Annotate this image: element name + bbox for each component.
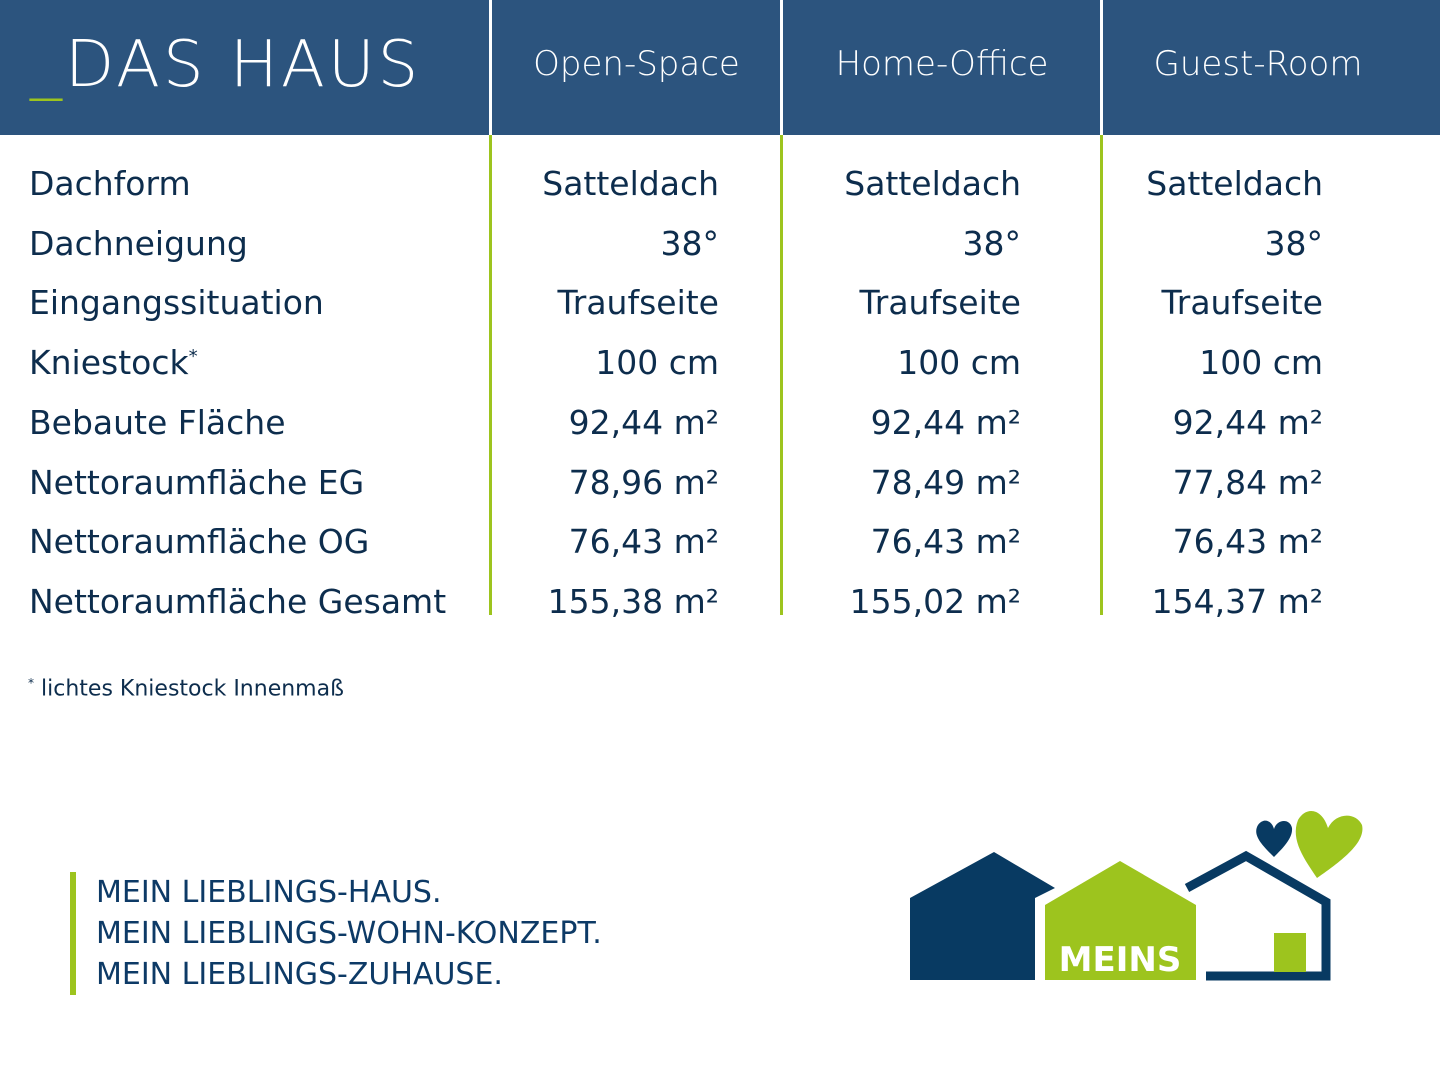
footnote-text: lichtes Kniestock Innenmaß — [34, 676, 344, 702]
row-label-text: Nettoraumfläche EG — [29, 462, 365, 502]
row-value: 76,43 m² — [568, 522, 719, 562]
column-divider — [489, 0, 492, 135]
row-label-text: Kniestock — [29, 343, 189, 383]
row-value: Traufseite — [859, 283, 1021, 323]
row-value: 78,49 m² — [870, 462, 1021, 502]
title-underscore: _ — [30, 28, 65, 102]
column-divider-green — [780, 135, 783, 615]
row-value: 155,38 m² — [547, 581, 719, 621]
row-label-text: Nettoraumfläche OG — [29, 522, 370, 562]
column-divider — [780, 0, 783, 135]
table-row: Bebaute Fläche 92,44 m² 92,44 m² 92,44 m² — [0, 403, 1440, 463]
row-value: 78,96 m² — [568, 462, 719, 502]
door-icon — [1274, 933, 1306, 972]
row-label-text: Dachform — [29, 164, 191, 203]
row-label: Kniestock* — [29, 343, 198, 382]
row-label-text: Eingangssituation — [29, 283, 324, 323]
row-value: 100 cm — [897, 343, 1021, 383]
table-row: Nettoraumfläche EG 78,96 m² 78,49 m² 77,84 … — [0, 463, 1440, 523]
row-value: 77,84 m² — [1172, 462, 1323, 502]
slogan: MEIN LIEBLINGS-HAUS. MEIN LIEBLINGS-WOHN… — [70, 872, 602, 995]
row-label: Nettoraumfläche Gesamt — [29, 582, 446, 621]
row-value: 155,02 m² — [849, 581, 1021, 621]
footnote-mark: * — [28, 676, 35, 690]
row-value: Traufseite — [1161, 283, 1323, 323]
row-value: Satteldach — [844, 164, 1021, 203]
row-label: Nettoraumfläche EG — [29, 463, 364, 502]
row-label: Dachneigung — [29, 224, 248, 263]
slogan-line: MEIN LIEBLINGS-WOHN-KONZEPT. — [96, 916, 602, 951]
table-row: Eingangssituation Traufseite Traufseite Tra… — [0, 283, 1440, 343]
row-label: Eingangssituation — [29, 283, 324, 322]
column-header-home-office: Home-Office — [835, 44, 1049, 84]
table-row: Nettoraumfläche OG 76,43 m² 76,43 m² 76,43 … — [0, 522, 1440, 582]
row-value: 100 cm — [1199, 343, 1323, 383]
row-value: 92,44 m² — [1172, 402, 1323, 442]
table-row: Nettoraumfläche Gesamt 155,38 m² 155,02 m²… — [0, 582, 1440, 642]
row-value: 76,43 m² — [1172, 522, 1323, 562]
row-value: Satteldach — [1146, 164, 1323, 203]
row-label-text: Dachneigung — [29, 223, 248, 263]
column-divider-green — [489, 135, 492, 615]
row-label: Dachform — [29, 164, 191, 203]
footnote: * lichtes Kniestock Innenmaß — [28, 676, 344, 701]
slogan-line: MEIN LIEBLINGS-ZUHAUSE. — [96, 957, 503, 992]
row-value: 38° — [962, 223, 1022, 263]
row-value: Traufseite — [557, 283, 719, 323]
row-value: 76,43 m² — [870, 522, 1021, 562]
slogan-line: MEIN LIEBLINGS-HAUS. — [96, 875, 442, 910]
table-row: Dachneigung 38° 38° 38° — [0, 224, 1440, 284]
table-row: Kniestock* 100 cm 100 cm 100 cm — [0, 343, 1440, 403]
dark-house-icon — [910, 852, 1055, 980]
row-value: 92,44 m² — [568, 402, 719, 442]
row-label: Bebaute Fläche — [29, 403, 286, 442]
green-house-icon — [1045, 861, 1196, 980]
row-value: 38° — [660, 223, 720, 263]
column-divider — [1100, 0, 1103, 135]
header-bar: _DAS HAUS Open-Space Home-Office Guest-R… — [0, 0, 1440, 135]
row-value: 100 cm — [595, 343, 719, 383]
table-row: Dachform Satteldach Satteldach Satteldach — [0, 164, 1440, 224]
row-value: 38° — [1264, 223, 1324, 263]
row-label: Nettoraumfläche OG — [29, 522, 369, 561]
footnote-marker: * — [188, 346, 198, 368]
outline-house-icon — [1184, 850, 1331, 981]
heart-icon-small — [1256, 820, 1293, 857]
row-value: Satteldach — [542, 164, 719, 203]
row-label-text: Nettoraumfläche Gesamt — [29, 581, 447, 621]
logo-text: MEINS — [1059, 940, 1182, 980]
page-title: _DAS HAUS — [30, 28, 421, 102]
column-divider-green — [1100, 135, 1103, 615]
column-header-guest-room: Guest-Room — [1153, 44, 1363, 84]
row-label-text: Bebaute Fläche — [29, 402, 286, 442]
title-text: DAS HAUS — [65, 28, 422, 102]
column-header-open-space: Open-Space — [533, 44, 740, 84]
heart-icon-large — [1295, 810, 1363, 878]
row-value: 92,44 m² — [870, 402, 1021, 442]
row-value: 154,37 m² — [1151, 581, 1323, 621]
